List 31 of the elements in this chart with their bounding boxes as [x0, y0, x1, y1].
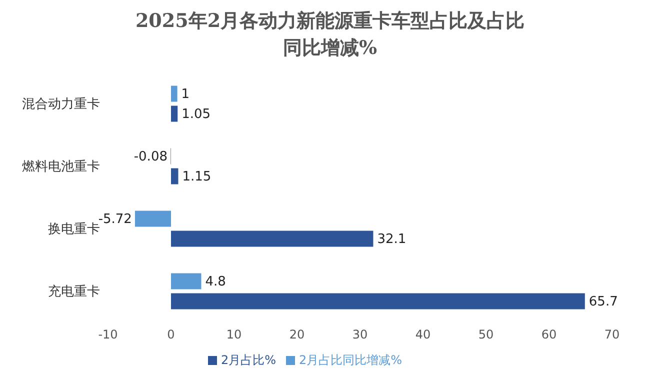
bar	[134, 210, 171, 227]
x-tick-label: 20	[289, 328, 305, 342]
bar	[171, 230, 374, 247]
bar	[171, 86, 178, 102]
chart-title: 2025年2月各动力新能源重卡车型占比及占比同比增减%	[134, 9, 526, 61]
y-tick-label: 混合动力重卡	[22, 96, 100, 112]
data-label: 1	[181, 86, 190, 102]
bar	[171, 168, 178, 184]
x-tick-label: -10	[98, 328, 118, 342]
x-tick-label: 0	[167, 328, 175, 342]
data-label: 65.7	[588, 294, 618, 310]
bar	[171, 106, 178, 122]
data-label: -5.72	[98, 212, 132, 227]
data-label: 1.15	[182, 169, 212, 184]
y-tick-label: 换电重卡	[48, 222, 100, 237]
data-label: 1.05	[182, 106, 211, 122]
data-label: 4.8	[205, 274, 226, 290]
bar	[171, 293, 585, 310]
x-tick-label: 10	[226, 328, 242, 342]
y-tick-label: 燃料电池重卡	[22, 159, 100, 174]
data-label: 32.1	[377, 232, 406, 247]
data-label: -0.08	[134, 149, 168, 164]
x-tick-label: 40	[415, 328, 431, 342]
y-tick-label: 充电重卡	[48, 284, 100, 300]
x-tick-label: 70	[604, 328, 620, 342]
x-tick-label: 50	[478, 328, 494, 342]
x-tick-label: 60	[541, 328, 557, 342]
legend-label: 2月占比同比增减%	[299, 353, 402, 367]
bar	[171, 273, 202, 290]
legend-label: 2月占比%	[220, 353, 276, 367]
x-tick-label: 30	[352, 328, 368, 342]
